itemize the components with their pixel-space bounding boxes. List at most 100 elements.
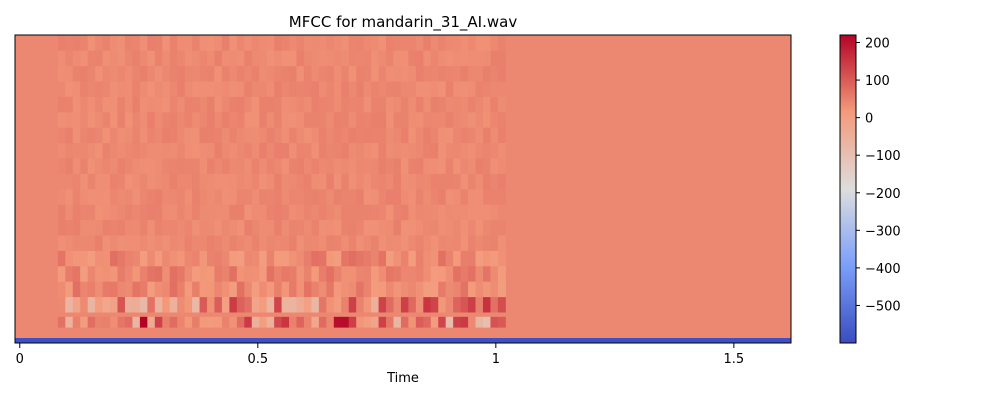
heatmap-cell bbox=[184, 173, 193, 190]
heatmap-cell bbox=[95, 173, 104, 190]
heatmap-cell bbox=[124, 142, 133, 159]
heatmap-cell bbox=[341, 250, 350, 267]
heatmap-cell bbox=[363, 50, 372, 67]
heatmap-cell bbox=[341, 158, 350, 174]
heatmap-cell bbox=[87, 219, 96, 236]
heatmap-cell bbox=[453, 235, 462, 251]
heatmap-cell bbox=[497, 266, 506, 282]
heatmap-cell bbox=[475, 266, 484, 282]
heatmap-cell bbox=[341, 50, 350, 67]
heatmap-cell bbox=[132, 189, 141, 205]
heatmap-cell bbox=[117, 250, 126, 267]
heatmap-cell bbox=[221, 316, 230, 328]
heatmap-cell bbox=[408, 173, 417, 190]
heatmap-cell bbox=[445, 158, 454, 174]
heatmap-cell bbox=[169, 250, 178, 267]
heatmap-cell bbox=[482, 173, 491, 190]
heatmap-cell bbox=[333, 266, 342, 282]
heatmap-cell bbox=[482, 158, 491, 174]
heatmap-cell bbox=[281, 142, 290, 159]
heatmap-cell bbox=[296, 250, 305, 267]
heatmap-cell bbox=[139, 158, 148, 174]
heatmap-cell bbox=[386, 266, 394, 282]
heatmap-cell bbox=[303, 316, 312, 328]
heatmap-cell bbox=[438, 158, 447, 174]
heatmap-cell bbox=[162, 189, 171, 205]
heatmap-cell bbox=[259, 65, 268, 82]
heatmap-cell bbox=[490, 158, 499, 174]
heatmap-cell bbox=[363, 296, 372, 313]
heatmap-cell bbox=[229, 81, 238, 97]
heatmap-cell bbox=[169, 219, 178, 236]
heatmap-cell bbox=[386, 65, 394, 82]
heatmap-cell bbox=[259, 173, 268, 190]
heatmap-cell bbox=[87, 250, 96, 267]
heatmap-cell bbox=[95, 219, 104, 236]
heatmap-cell bbox=[132, 250, 141, 267]
heatmap-cell bbox=[438, 65, 447, 82]
heatmap-cell bbox=[356, 65, 365, 82]
heatmap-cell bbox=[445, 296, 454, 313]
heatmap-cell bbox=[281, 35, 290, 51]
heatmap-cell bbox=[221, 35, 230, 51]
heatmap-cell bbox=[169, 81, 178, 97]
heatmap-cell bbox=[445, 281, 454, 298]
heatmap-cell bbox=[468, 316, 477, 328]
heatmap-cell bbox=[274, 235, 283, 251]
heatmap-cell bbox=[356, 96, 365, 113]
heatmap-cell bbox=[199, 250, 208, 267]
heatmap-cell bbox=[57, 281, 66, 298]
heatmap-cell bbox=[162, 316, 171, 328]
heatmap-cell bbox=[124, 81, 133, 97]
heatmap-cell bbox=[214, 50, 223, 67]
heatmap-cell bbox=[251, 96, 260, 113]
heatmap-cell bbox=[229, 250, 238, 267]
heatmap-cell bbox=[378, 250, 387, 267]
heatmap-cell bbox=[468, 158, 477, 174]
heatmap-cell bbox=[356, 158, 365, 174]
heatmap-cell bbox=[468, 173, 477, 190]
heatmap-cell bbox=[296, 158, 305, 174]
heatmap-cell bbox=[124, 281, 133, 298]
heatmap-cell bbox=[318, 281, 327, 298]
heatmap-cell bbox=[229, 296, 238, 313]
heatmap-cell bbox=[110, 235, 119, 251]
heatmap-cell bbox=[65, 189, 74, 205]
heatmap-cell bbox=[415, 235, 424, 251]
heatmap-cell bbox=[386, 158, 394, 174]
heatmap-cell bbox=[80, 127, 89, 144]
heatmap-cell bbox=[341, 189, 350, 205]
heatmap-cell bbox=[311, 250, 320, 267]
heatmap-cell bbox=[371, 219, 380, 236]
heatmap-cell bbox=[371, 35, 380, 51]
heatmap-cell bbox=[266, 65, 275, 82]
heatmap-cell bbox=[199, 281, 208, 298]
heatmap-cell bbox=[468, 35, 477, 51]
heatmap-cell bbox=[274, 281, 283, 298]
heatmap-cell bbox=[475, 158, 484, 174]
heatmap-cell bbox=[318, 112, 327, 128]
heatmap-cell bbox=[184, 50, 193, 67]
heatmap-cell bbox=[139, 112, 148, 128]
heatmap-cell bbox=[393, 50, 402, 67]
heatmap-cell bbox=[229, 96, 238, 113]
heatmap-cell bbox=[303, 296, 312, 313]
heatmap-cell bbox=[445, 173, 454, 190]
heatmap-cell bbox=[281, 112, 290, 128]
heatmap-cell bbox=[214, 281, 223, 298]
heatmap-cell bbox=[497, 96, 506, 113]
heatmap-cell bbox=[378, 158, 387, 174]
heatmap-cell bbox=[214, 158, 223, 174]
heatmap-cell bbox=[72, 204, 81, 221]
heatmap-cell bbox=[363, 158, 372, 174]
heatmap-cell bbox=[281, 96, 290, 113]
heatmap-cell bbox=[244, 281, 253, 298]
heatmap-cell bbox=[423, 142, 432, 159]
heatmap-cell bbox=[154, 112, 163, 128]
heatmap-cell bbox=[490, 35, 499, 51]
heatmap-cell bbox=[259, 142, 268, 159]
heatmap-cell bbox=[453, 142, 462, 159]
heatmap-cell bbox=[453, 316, 462, 328]
heatmap-cell bbox=[95, 250, 104, 267]
heatmap-cell bbox=[341, 219, 350, 236]
